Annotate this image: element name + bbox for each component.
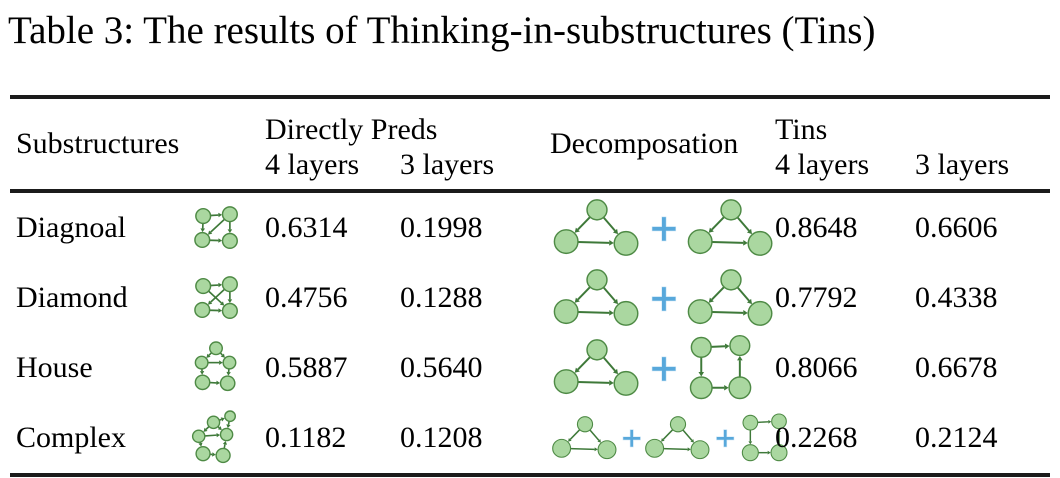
decomposition-cell: + [540,269,773,327]
directly-preds-3layers-value: 0.1208 [400,421,483,454]
tins-4layers-value: 0.8066 [775,351,858,384]
tins-3layers-value: 0.4338 [915,281,998,314]
triangle-graph-icon [553,339,639,396]
directly-preds-4layers-value: 0.4756 [265,281,348,314]
diagonal-graph-icon [194,206,238,249]
table-row: House 0.5887 0.5640 + 0.8066 0.6678 [10,333,1050,403]
substructure-icon-cell [180,275,255,321]
triangle-graph-icon [552,416,617,460]
table-row: Diamond 0.4756 0.1288 + 0.7792 0.4338 [10,263,1050,333]
square-graph-icon [689,334,752,400]
house-graph-icon [194,341,237,392]
substructure-name: Diagnoal [16,211,126,244]
decomposition-cell: + [540,333,765,403]
directly-preds-3layers-value: 0.1288 [400,281,483,314]
header-tins-4layers: 4 layers [775,148,870,181]
tins-3layers-value: 0.6678 [915,351,998,384]
decomposition-cell: + [540,199,773,257]
tins-4layers-value: 0.7792 [775,281,858,314]
substructure-icon-cell [180,340,255,396]
tins-4layers-value: 0.8648 [775,211,858,244]
table-header: Substructures Directly Preds Decomposati… [10,95,1050,193]
substructure-name: Complex [16,421,126,454]
triangle-graph-icon [687,199,773,256]
decomposition-cell: + + [540,412,788,464]
tins-4layers-value: 0.2268 [775,421,858,454]
table-row: Diagnoal 0.6314 0.1998 + 0.8648 0.6606 [10,193,1050,263]
header-directly-preds: Directly Preds [265,112,438,146]
substructure-name: House [16,351,93,384]
directly-preds-3layers-value: 0.5640 [400,351,483,384]
substructure-icon-cell [180,409,255,467]
header-substructures: Substructures [16,127,180,161]
tins-3layers-value: 0.6606 [915,211,998,244]
directly-preds-3layers-value: 0.1998 [400,211,483,244]
substructure-name: Diamond [16,281,128,314]
header-tins: Tins [775,112,828,146]
directly-preds-4layers-value: 0.5887 [265,351,348,384]
substructure-icon-cell [180,205,255,251]
tins-3layers-value: 0.2124 [915,421,998,454]
square-graph-icon [741,413,788,462]
directly-preds-4layers-value: 0.1182 [265,421,347,454]
directly-preds-4layers-value: 0.6314 [265,211,348,244]
results-table: Substructures Directly Preds Decomposati… [10,95,1050,477]
header-decomposition: Decomposation [550,127,739,161]
table-row: Complex 0.1182 0.1208 + + 0.2268 0.2124 [10,403,1050,473]
table-caption: Table 3: The results of Thinking-in-subs… [8,9,876,52]
header-directly-preds-3layers: 3 layers [400,148,495,181]
complex-graph-icon [191,410,236,464]
triangle-graph-icon [553,269,639,326]
triangle-graph-icon [645,416,710,460]
header-tins-3layers: 3 layers [915,148,1010,181]
triangle-graph-icon [553,199,639,256]
diamond-graph-icon [194,276,238,319]
triangle-graph-icon [687,269,773,326]
table-body: Diagnoal 0.6314 0.1998 + 0.8648 0.6606 D… [10,193,1050,477]
header-directly-preds-4layers: 4 layers [265,148,360,181]
